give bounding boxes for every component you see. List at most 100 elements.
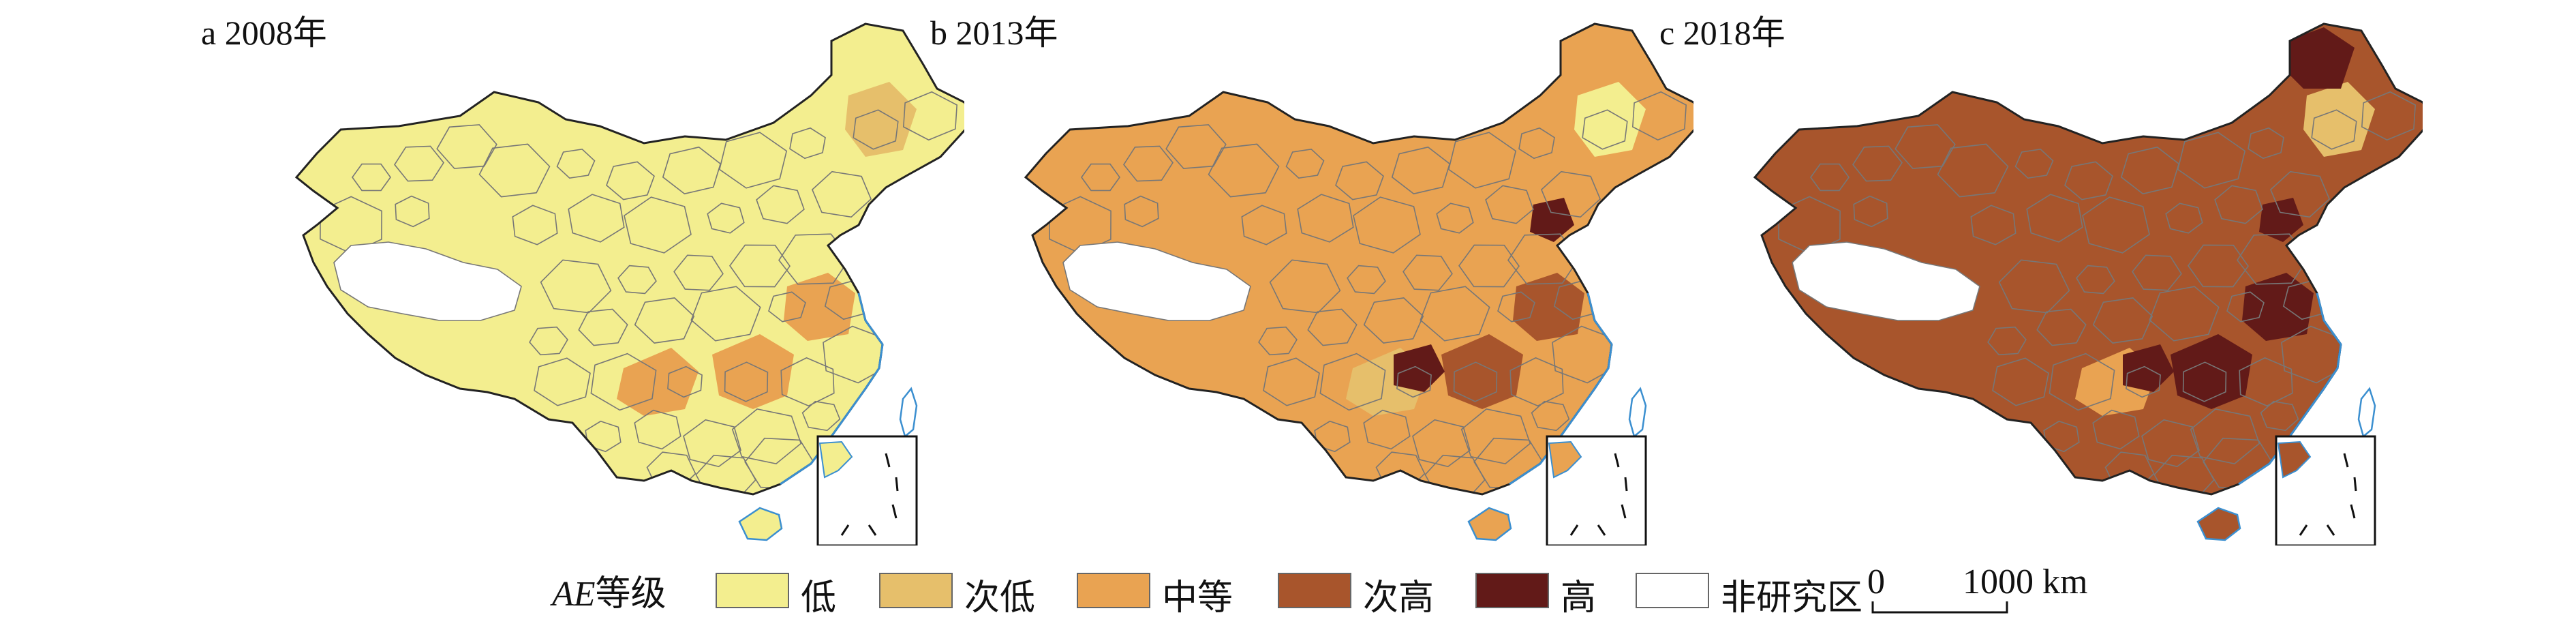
admin-boundary: [529, 326, 568, 356]
admin-boundary: [683, 419, 741, 468]
admin-boundary: [667, 365, 703, 398]
inset-dash: [2350, 504, 2356, 519]
admin-boundary: [2214, 185, 2263, 224]
admin-boundary: [2177, 132, 2246, 189]
scale-line: [1871, 601, 2008, 614]
admin-boundary: [568, 194, 625, 243]
admin-boundary: [1335, 161, 1384, 200]
admin-boundary: [1269, 259, 1341, 314]
admin-boundary: [1485, 185, 1534, 224]
region-accent: [1441, 334, 1523, 409]
inset-dash: [1624, 477, 1628, 492]
region-high: [2283, 27, 2355, 89]
non-study-area: [1792, 241, 1980, 321]
admin-boundary: [1987, 326, 2027, 356]
admin-boundary: [534, 357, 591, 406]
admin-boundary: [1518, 127, 1555, 160]
inset-coast: [818, 440, 853, 479]
admin-boundary: [673, 254, 724, 291]
inset-dash: [2326, 524, 2335, 536]
panel-label: a 2008年: [201, 14, 327, 52]
region-accent: [617, 348, 699, 416]
admin-boundary: [2269, 170, 2331, 218]
inset-dash: [2343, 453, 2349, 468]
admin-boundary: [729, 244, 791, 288]
legend-swatch: [1475, 573, 1549, 608]
admin-boundary: [2190, 408, 2260, 464]
admin-boundary: [1363, 409, 1411, 450]
admin-boundary: [1402, 254, 1453, 291]
admin-boundary: [1937, 143, 2009, 198]
admin-boundary: [2260, 400, 2299, 432]
panel-label: c 2018年: [1659, 14, 1785, 52]
inset-dash: [1621, 504, 1627, 519]
admin-boundary: [2149, 286, 2220, 342]
admin-boundary: [2165, 203, 2203, 234]
region-accent: [784, 273, 855, 341]
admin-boundary: [1810, 163, 1850, 192]
inset-dash: [2299, 524, 2308, 536]
admin-boundary: [690, 286, 761, 342]
admin-boundary: [1241, 205, 1287, 245]
admin-boundary: [478, 143, 551, 198]
inset-coast: [1548, 440, 1582, 479]
admin-boundary: [1307, 308, 1358, 346]
admin-boundary: [1992, 357, 2049, 406]
admin-boundary: [1263, 357, 1320, 406]
legend-label: 中等: [1162, 578, 1233, 618]
admin-boundary: [724, 361, 769, 402]
legend: AE等级 低 次低 中等 次高 高 非研究区 0 1000 km: [0, 559, 2576, 627]
admin-boundary: [540, 259, 612, 314]
admin-boundary: [778, 233, 850, 285]
inset-dash: [895, 477, 899, 492]
inset-dash: [2353, 477, 2357, 492]
map-panel-3: c 2018年: [1653, 0, 2423, 545]
admin-boundary: [902, 91, 958, 141]
admin-boundary: [2126, 365, 2161, 398]
admin-boundary: [617, 265, 657, 295]
taiwan-island: [2357, 387, 2376, 438]
admin-boundary: [1998, 259, 2070, 314]
inset-dash: [1597, 524, 1606, 536]
legend-swatch: [879, 573, 953, 608]
legend-label: 非研究区: [1721, 578, 1863, 618]
region-accent: [2303, 82, 2375, 157]
panel-label: b 2013年: [930, 14, 1058, 52]
admin-boundary: [2188, 244, 2249, 288]
admin-boundary: [2092, 409, 2140, 450]
inset-dash: [1614, 453, 1620, 468]
admin-boundary: [590, 353, 657, 411]
region-accent: [2242, 273, 2314, 341]
admin-boundary: [768, 291, 806, 323]
admin-boundary: [585, 420, 622, 453]
admin-boundary: [512, 205, 558, 245]
admin-boundary: [662, 146, 722, 195]
inset-dash: [891, 504, 898, 519]
admin-boundary: [634, 409, 681, 450]
admin-boundary: [2064, 161, 2113, 200]
admin-boundary: [756, 185, 805, 224]
admin-boundary: [1391, 146, 1451, 195]
admin-boundary: [556, 148, 596, 179]
admin-boundary: [1582, 109, 1628, 150]
admin-boundary: [1353, 196, 1421, 254]
admin-boundary: [1124, 195, 1159, 228]
inset-coast: [2277, 440, 2312, 479]
admin-boundary: [1081, 163, 1120, 192]
admin-boundary: [1297, 194, 1354, 243]
admin-boundary: [1396, 365, 1432, 398]
choropleth-map: [1024, 23, 1693, 545]
admin-boundary: [2076, 265, 2115, 295]
admin-boundary: [718, 132, 788, 189]
admin-boundary: [1631, 91, 1687, 141]
admin-boundary: [2311, 109, 2357, 150]
admin-boundary: [1540, 170, 1601, 218]
taiwan-island: [899, 387, 918, 438]
legend-swatch: [1077, 573, 1150, 608]
choropleth-map: [294, 23, 964, 545]
admin-boundary: [2043, 420, 2080, 453]
admin-boundary: [1424, 454, 1486, 494]
region-high: [2259, 198, 2303, 242]
admin-boundary: [2248, 127, 2284, 160]
admin-boundary: [1319, 353, 1386, 411]
